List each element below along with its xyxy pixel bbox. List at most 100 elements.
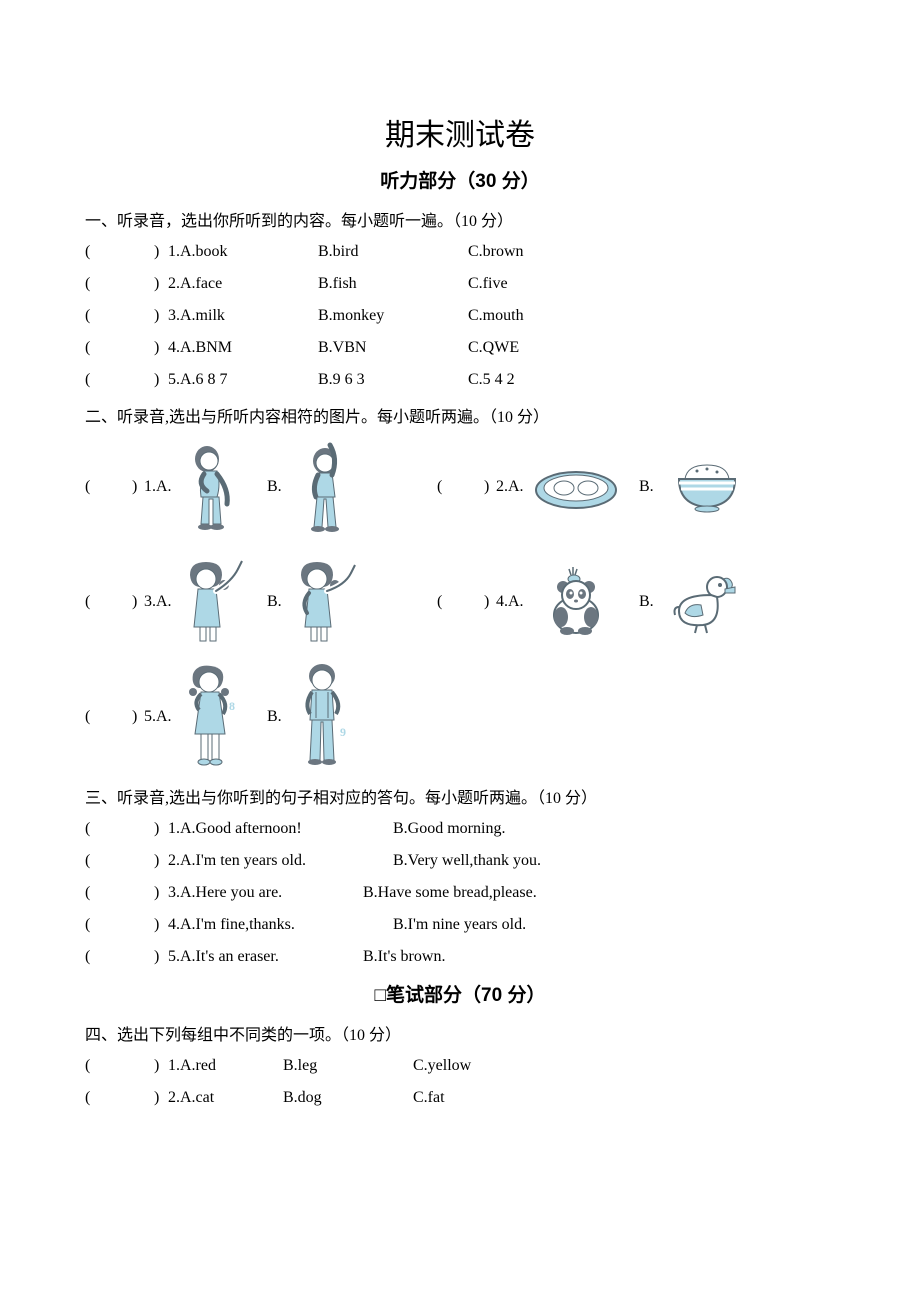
paren-close: ) [132,478,144,496]
option-a-label: A. [508,478,528,496]
option-b: B.bird [318,243,468,261]
girl-point-a-icon [176,554,251,649]
option-a: 2.A.I'm ten years old. [168,852,393,870]
duck-icon [659,572,754,632]
page-title: 期末测试卷 [85,110,835,154]
boy-standing-icon: 9 [287,669,362,764]
option-a-label: A. [508,593,528,611]
section-3-body: ( ) 1.A.Good afternoon! B.Good morning. … [85,820,835,966]
written-title-text: 笔试部分（70 分） [386,985,545,1006]
paren-close: ) [154,948,168,966]
option-c: C.five [468,275,618,293]
section-2-header: 二、听录音,选出与所听内容相符的图片。每小题听两遍。（10 分） [85,403,835,427]
pic-row: ( ) 1. A. B. [85,439,835,534]
paren-open: ( [85,339,99,357]
option-b: B.Good morning. [393,820,643,838]
paren-close: ) [154,1089,168,1107]
q-row: ( ) 2.A.face B.fish C.five [85,275,835,293]
option-a: 5.A.6 8 7 [168,371,318,389]
q-row: ( ) 4.A.BNM B.VBN C.QWE [85,339,835,357]
pic-row: ( ) 3. A. B. [85,554,835,649]
option-a: 5.A.It's an eraser. [168,948,363,966]
svg-text:8: 8 [229,699,235,713]
paren-close: ) [154,884,168,902]
option-a: 2.A.face [168,275,318,293]
section-1-body: ( ) 1.A.book B.bird C.brown ( ) 2.A.face… [85,243,835,389]
eggs-plate-icon [528,457,623,517]
paren-open: ( [85,275,99,293]
option-b-label: B. [267,478,287,496]
boy-arm-up-icon [287,439,362,534]
q-number: 2. [496,478,508,496]
option-a-label: A. [156,478,176,496]
q-row: ( ) 1.A.red B.leg C.yellow [85,1057,835,1075]
paren-close: ) [154,916,168,934]
option-b: B.Have some bread,please. [363,884,613,902]
svg-text:9: 9 [340,725,346,739]
paren-close: ) [154,275,168,293]
option-a-label: A. [156,708,176,726]
q-number: 3. [144,593,156,611]
paren-open: ( [85,243,99,261]
option-a: 4.A.I'm fine,thanks. [168,916,393,934]
q-number: 5. [144,708,156,726]
q-row: ( ) 5.A.It's an eraser. B.It's brown. [85,948,835,966]
q-number: 4. [496,593,508,611]
section-3-header: 三、听录音,选出与你听到的句子相对应的答句。每小题听两遍。（10 分） [85,784,835,808]
option-b-label: B. [267,593,287,611]
option-b: B.Very well,thank you. [393,852,643,870]
option-a: 4.A.BNM [168,339,318,357]
marker-icon: □ [375,985,386,1006]
section-4-header: 四、选出下列每组中不同类的一项。（10 分） [85,1021,835,1045]
paren-close: ) [154,820,168,838]
option-a: 3.A.Here you are. [168,884,363,902]
option-a: 1.A.book [168,243,318,261]
paren-open: ( [85,1057,99,1075]
option-c: C.5 4 2 [468,371,618,389]
paren-open: ( [85,1089,99,1107]
paren-open: ( [85,478,97,496]
paren-close: ) [154,243,168,261]
q-row: ( ) 1.A.book B.bird C.brown [85,243,835,261]
q-row: ( ) 5.A.6 8 7 B.9 6 3 C.5 4 2 [85,371,835,389]
panda-icon [528,572,623,632]
paren-close: ) [484,478,496,496]
q-row: ( ) 2.A.cat B.dog C.fat [85,1089,835,1107]
option-b-label: B. [639,478,659,496]
q-row: ( ) 1.A.Good afternoon! B.Good morning. [85,820,835,838]
option-b: B.9 6 3 [318,371,468,389]
option-a: 2.A.cat [168,1089,283,1107]
paren-open: ( [85,708,97,726]
pic-row: ( ) 5. A. 8 B. [85,669,835,764]
option-c: C.mouth [468,307,618,325]
q-row: ( ) 3.A.Here you are. B.Have some bread,… [85,884,835,902]
option-c: C.yellow [413,1057,543,1075]
paren-open: ( [85,916,99,934]
paren-open: ( [85,593,97,611]
option-b: B.It's brown. [363,948,613,966]
paren-close: ) [154,1057,168,1075]
q-number: 1. [144,478,156,496]
option-c: C.brown [468,243,618,261]
paren-open: ( [437,478,449,496]
option-c: C.fat [413,1089,543,1107]
boy-bending-icon [176,439,251,534]
option-a: 3.A.milk [168,307,318,325]
paren-close: ) [154,307,168,325]
option-b: B.fish [318,275,468,293]
listening-title: 听力部分（30 分） [85,166,835,193]
written-title: □笔试部分（70 分） [85,980,835,1007]
paren-close: ) [484,593,496,611]
paren-close: ) [154,371,168,389]
paren-open: ( [85,820,99,838]
q-row: ( ) 2.A.I'm ten years old. B.Very well,t… [85,852,835,870]
paren-open: ( [85,852,99,870]
paren-close: ) [154,339,168,357]
option-b: B.dog [283,1089,413,1107]
option-b: B.I'm nine years old. [393,916,643,934]
rice-bowl-icon [659,457,754,517]
option-b: B.VBN [318,339,468,357]
option-a: 1.A.Good afternoon! [168,820,393,838]
paren-open: ( [85,307,99,325]
paren-close: ) [132,593,144,611]
